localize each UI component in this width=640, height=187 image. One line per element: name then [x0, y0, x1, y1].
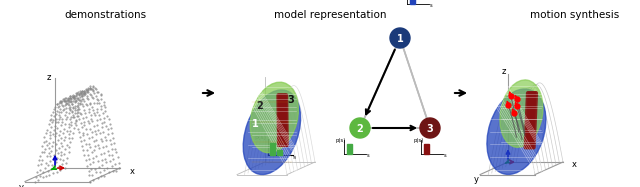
- Text: 1: 1: [397, 34, 403, 44]
- Bar: [270, 143, 275, 155]
- Text: model representation: model representation: [274, 10, 387, 20]
- Text: y: y: [474, 175, 479, 185]
- Text: p(s): p(s): [336, 138, 346, 143]
- Ellipse shape: [250, 82, 298, 153]
- Text: x: x: [130, 167, 135, 176]
- Text: 2: 2: [356, 124, 364, 134]
- Text: z: z: [502, 67, 506, 76]
- Bar: [424, 144, 429, 154]
- Text: 1: 1: [252, 119, 259, 129]
- Text: 3: 3: [287, 95, 294, 105]
- Text: y: y: [19, 183, 24, 187]
- Text: demonstrations: demonstrations: [64, 10, 146, 20]
- Circle shape: [390, 28, 410, 48]
- Bar: [277, 150, 282, 155]
- Text: 2: 2: [256, 102, 263, 111]
- Bar: [347, 144, 352, 154]
- Text: motion synthesis: motion synthesis: [531, 10, 620, 20]
- Text: p(s): p(s): [413, 138, 424, 143]
- Ellipse shape: [500, 80, 543, 147]
- Text: z: z: [47, 73, 51, 82]
- Bar: [410, 0, 415, 4]
- Text: x: x: [572, 160, 576, 169]
- Text: 3: 3: [427, 124, 433, 134]
- Text: s: s: [444, 153, 447, 158]
- Text: p(s): p(s): [254, 135, 266, 140]
- Ellipse shape: [243, 90, 301, 174]
- Text: s: s: [293, 155, 296, 160]
- Text: s: s: [430, 3, 433, 8]
- Ellipse shape: [487, 89, 546, 174]
- Circle shape: [350, 118, 370, 138]
- Text: s: s: [367, 153, 370, 158]
- Circle shape: [420, 118, 440, 138]
